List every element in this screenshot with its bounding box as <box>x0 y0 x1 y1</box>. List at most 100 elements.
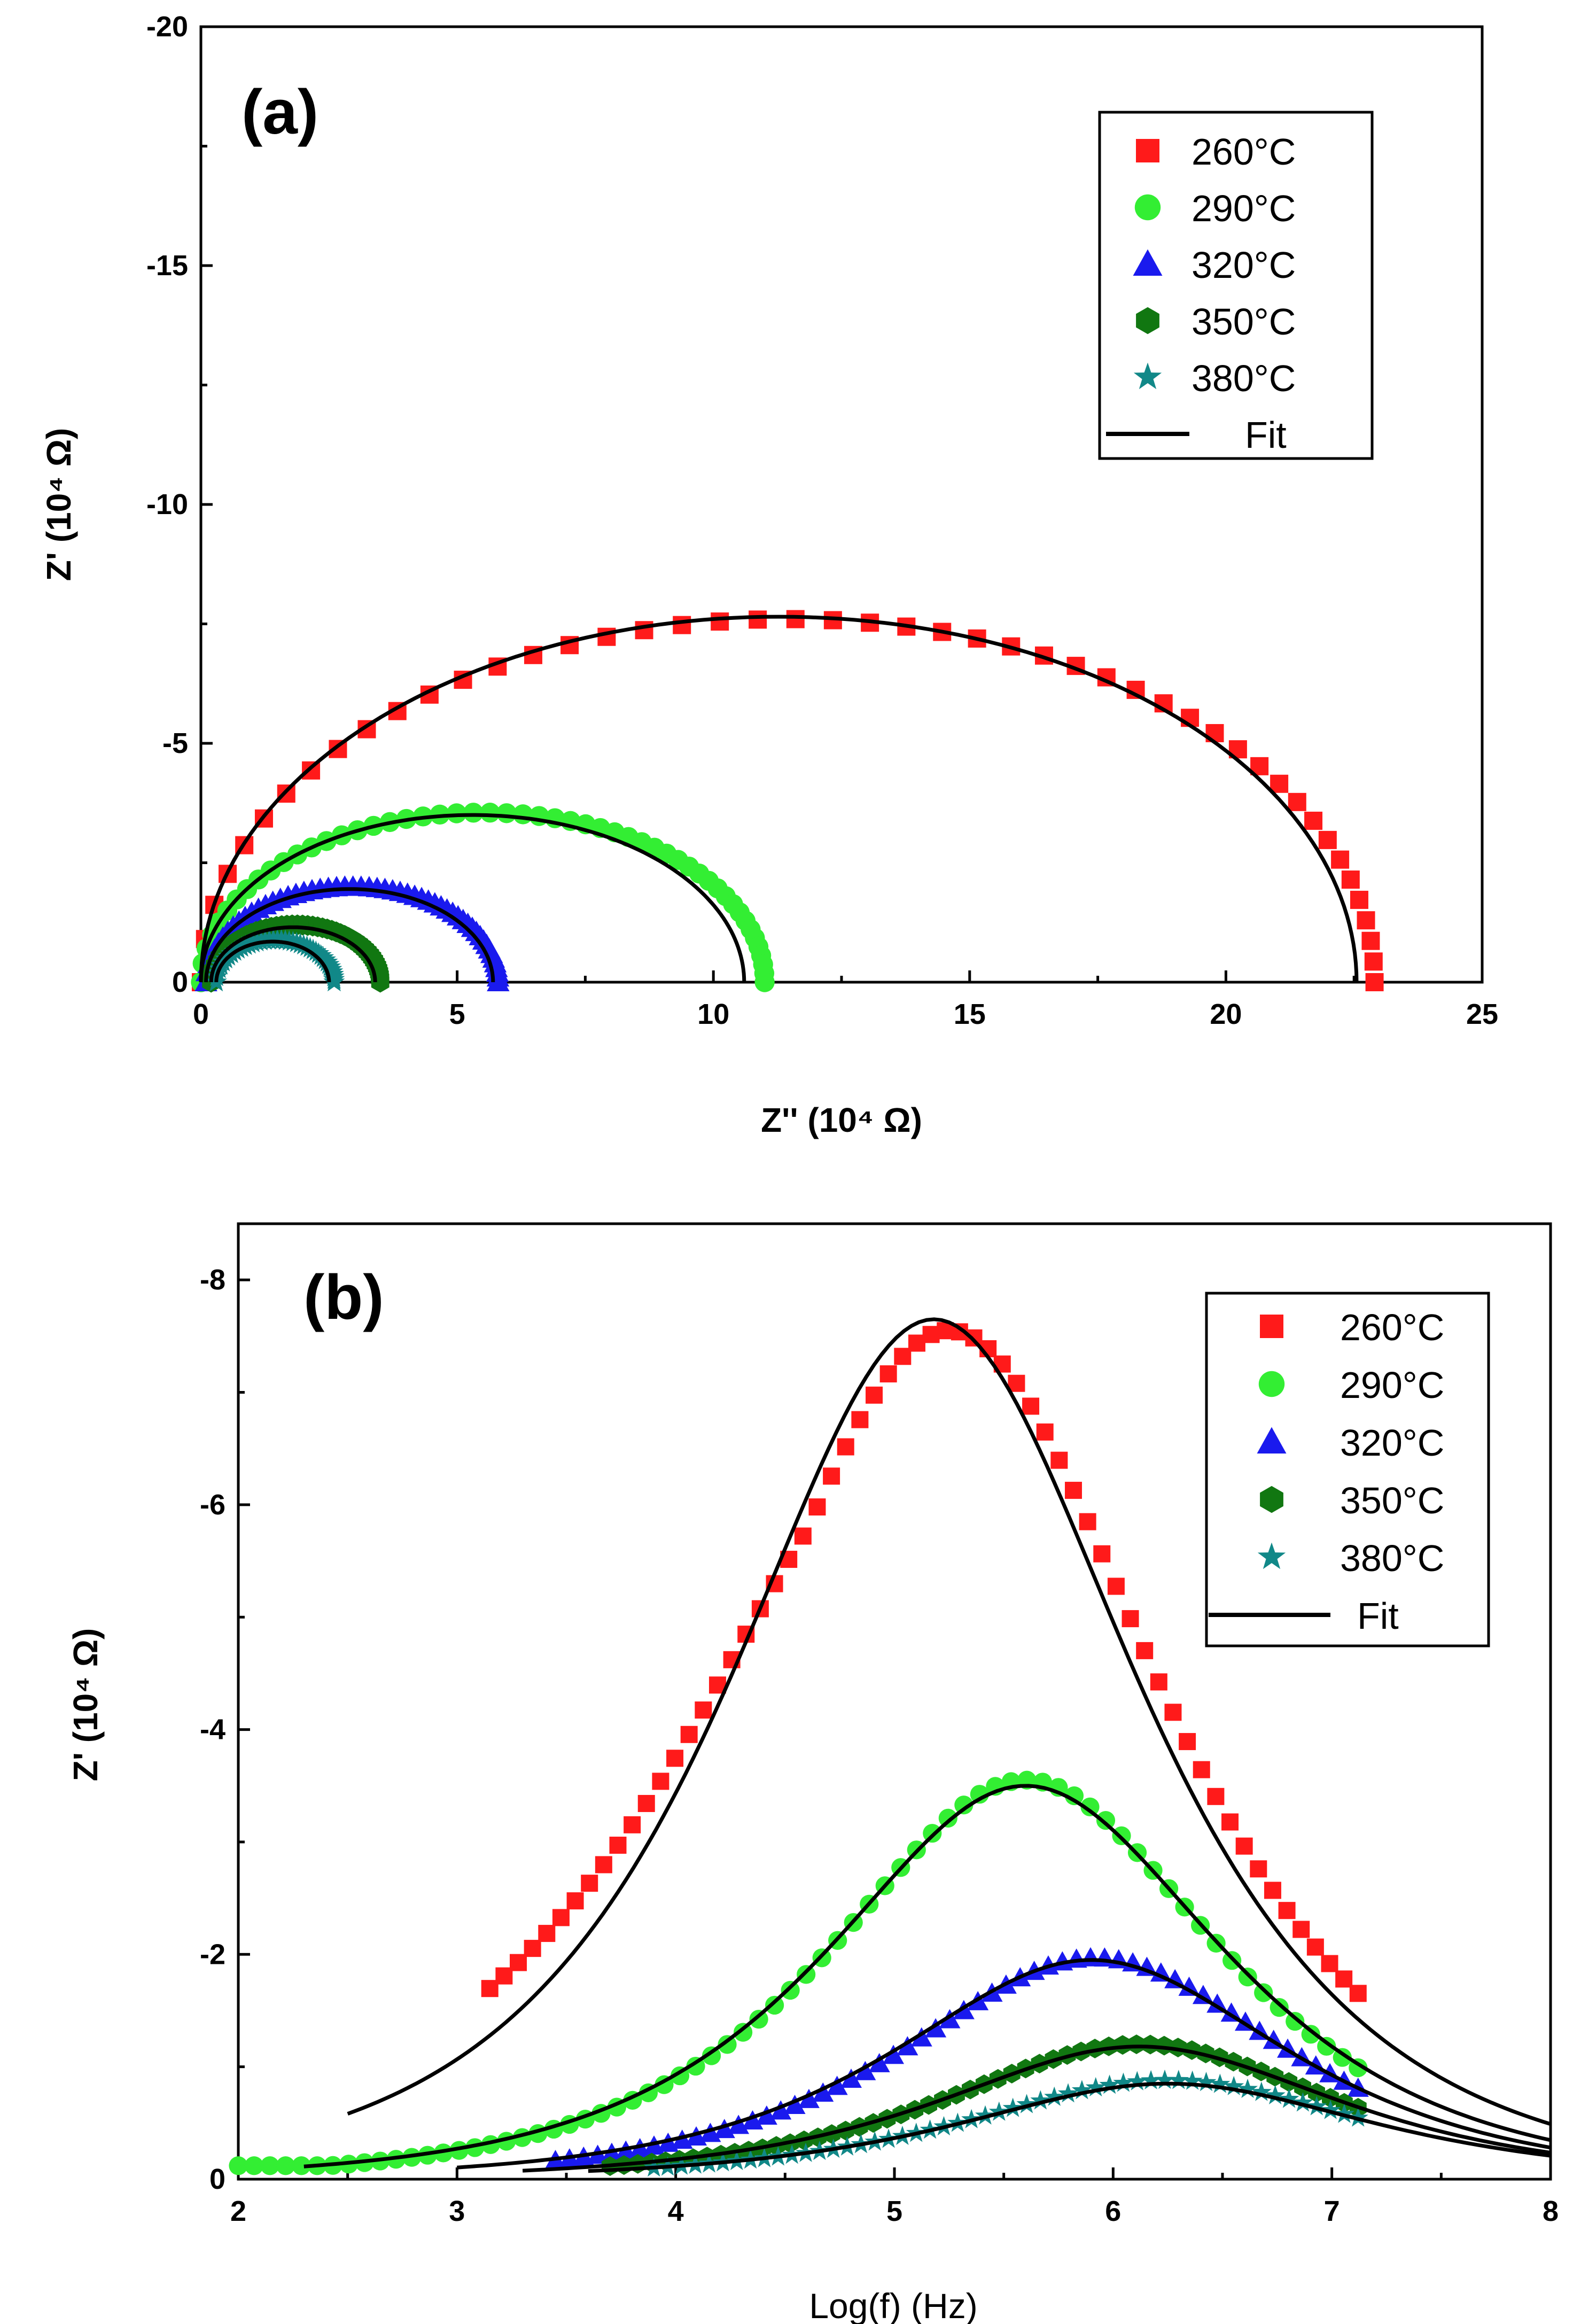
b-point <box>1265 2085 1286 2104</box>
a-xtick-label: 25 <box>1466 998 1498 1030</box>
a-point <box>323 970 345 992</box>
b-legend-marker-0 <box>1260 1315 1283 1338</box>
b-point <box>1071 2080 1092 2100</box>
b-point <box>652 1773 669 1790</box>
b-legend-label-1: 290°C <box>1340 1364 1444 1406</box>
b-legend-label-2: 320°C <box>1340 1422 1444 1464</box>
a-point <box>1365 973 1384 991</box>
b-point <box>292 2156 311 2175</box>
a-ytick-label: 0 <box>172 966 188 998</box>
b-point <box>1050 1451 1068 1469</box>
b-point <box>781 1980 800 2000</box>
a-point <box>1304 811 1323 830</box>
a-legend-label-4: 380°C <box>1192 357 1296 399</box>
b-point <box>538 1925 556 1942</box>
b-point <box>826 2076 848 2095</box>
panel-a-xlabel: Z'' (10⁴ Ω) <box>761 1101 922 1139</box>
a-fit-curve-3 <box>209 925 377 983</box>
b-point <box>1301 2025 1320 2044</box>
b-point <box>552 1909 570 1926</box>
b-point <box>851 1411 869 1428</box>
b-xtick-label: 2 <box>230 2195 246 2227</box>
b-point <box>798 2088 820 2108</box>
a-legend-label-1: 290°C <box>1192 188 1296 229</box>
b-point <box>1030 2090 1051 2110</box>
a-point <box>749 610 767 629</box>
b-point <box>1306 1938 1324 1956</box>
b-legend-label-4: 380°C <box>1340 1537 1444 1579</box>
a-legend-marker-0 <box>1136 139 1159 162</box>
panel-b-legend: 260°C 290°C 320°C 350°C 380°C Fit <box>1205 1292 1490 1647</box>
b-point <box>1306 2096 1327 2116</box>
b-point <box>1080 1797 1100 1816</box>
b-point <box>1085 2077 1106 2097</box>
b-ytick-label: -8 <box>200 1264 225 1296</box>
b-point <box>1349 1985 1367 2002</box>
b-point <box>637 1794 655 1812</box>
a-legend-marker-1 <box>1134 194 1161 221</box>
panel-b-legend-box <box>1205 1292 1490 1647</box>
b-legend-marker-3 <box>1260 1486 1283 1513</box>
b-xtick-label: 5 <box>886 2195 902 2227</box>
panel-b-series <box>229 1322 1369 2177</box>
b-point <box>970 1785 989 1804</box>
b-point <box>897 2036 918 2056</box>
a-point <box>1350 890 1368 909</box>
b-point <box>1278 1902 1296 1919</box>
b-point <box>1113 2072 1134 2092</box>
b-point <box>566 1892 584 1910</box>
b-point <box>1128 2034 1145 2055</box>
b-point <box>1127 2071 1148 2090</box>
b-point <box>756 2105 777 2125</box>
a-legend-label-0: 260°C <box>1192 131 1296 173</box>
b-point <box>1079 1513 1096 1530</box>
b-point <box>1044 2086 1065 2106</box>
a-xtick-label: 20 <box>1210 998 1242 1030</box>
b-point <box>1178 1976 1200 1996</box>
b-point <box>1022 1397 1040 1415</box>
b-ytick-label: -4 <box>200 1714 225 1746</box>
b-point <box>1122 1610 1139 1628</box>
b-point <box>276 2156 295 2175</box>
b-point <box>812 2082 834 2102</box>
panel-b-fit-curves <box>303 1317 1552 2173</box>
b-point <box>624 1816 641 1833</box>
b-point <box>823 1467 840 1485</box>
b-point <box>1141 2034 1159 2055</box>
b-point <box>879 1365 897 1382</box>
b-point <box>840 2068 862 2088</box>
a-point <box>1331 850 1350 869</box>
b-point <box>260 2156 279 2175</box>
b-point <box>1096 1811 1116 1830</box>
a-fit-curve-0 <box>199 615 1359 983</box>
b-point <box>797 1965 816 1984</box>
b-point <box>718 2035 737 2054</box>
b-legend-marker-1 <box>1258 1371 1285 1397</box>
b-point <box>1317 2037 1336 2056</box>
b-point <box>1192 1985 1214 2004</box>
b-point <box>784 2094 806 2114</box>
b-point <box>910 2027 932 2047</box>
a-fit-curve-1 <box>199 813 746 983</box>
b-xtick-label: 6 <box>1105 2195 1121 2227</box>
panel-b: (b) 2 3 4 5 6 7 8 0 -2 -4 -6 -8 Log(f) (Hz) Z' (10⁴… <box>66 1222 1559 2324</box>
panel-a-ylabel: Z' (10⁴ Ω) <box>40 428 78 581</box>
b-point <box>1150 1673 1167 1691</box>
b-point <box>1193 1761 1210 1778</box>
b-ytick-label: 0 <box>209 2163 225 2195</box>
b-point <box>883 2045 905 2064</box>
b-point <box>954 1796 974 1815</box>
a-point <box>1341 870 1360 889</box>
b-legend-label-0: 260°C <box>1340 1307 1444 1348</box>
a-xtick-label: 0 <box>193 998 209 1030</box>
b-point <box>229 2156 248 2175</box>
b-point <box>733 2023 753 2042</box>
a-legend-label-2: 320°C <box>1192 244 1296 286</box>
panel-b-ylabel: Z' (10⁴ Ω) <box>66 1628 105 1782</box>
panel-a-label: (a) <box>242 77 318 147</box>
b-point <box>975 2105 996 2125</box>
a-point <box>673 616 691 634</box>
b-point <box>1182 2070 1203 2090</box>
a-legend-marker-4 <box>1133 362 1162 390</box>
b-point <box>1292 1921 1310 1938</box>
